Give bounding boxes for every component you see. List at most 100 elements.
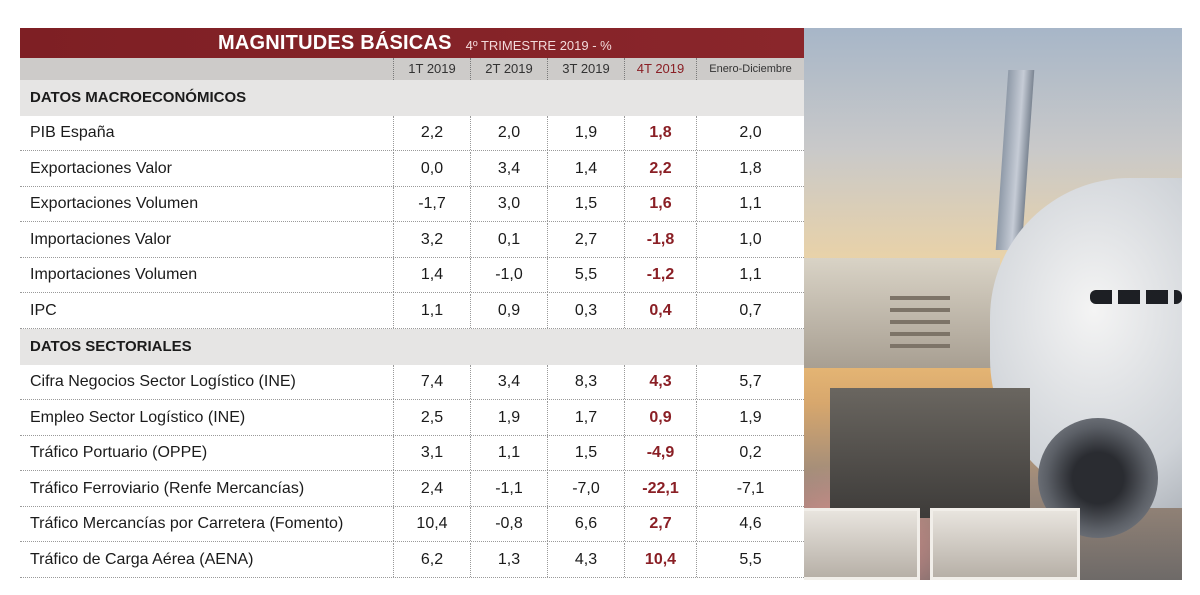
cell-value: 3,4: [470, 365, 547, 399]
table-row: Empleo Sector Logístico (INE) 2,5 1,9 1,7 0,…: [20, 400, 804, 436]
section-title: DATOS MACROECONÓMICOS: [30, 89, 247, 106]
cell-value: 2,7: [624, 507, 696, 541]
table-row: Importaciones Valor 3,2 0,1 2,7 -1,8 1,0: [20, 222, 804, 258]
cell-value: 2,0: [696, 116, 804, 150]
cell-value: 7,4: [393, 365, 470, 399]
row-label: Tráfico de Carga Aérea (AENA): [30, 550, 254, 568]
cell-value: 1,4: [393, 258, 470, 292]
loading-bridge: [790, 258, 1000, 368]
cell-value: 6,6: [547, 507, 624, 541]
table-row: Tráfico Mercancías por Carretera (Foment…: [20, 507, 804, 542]
cell-value: 2,2: [393, 116, 470, 150]
cell-value: 3,4: [470, 151, 547, 186]
cockpit-windows: [1090, 290, 1182, 304]
row-label: Empleo Sector Logístico (INE): [30, 408, 246, 426]
cell-value: -22,1: [624, 471, 696, 506]
cell-value: 1,1: [393, 293, 470, 328]
table-subtitle: 4º TRIMESTRE 2019 - %: [465, 37, 612, 53]
cell-value: 2,2: [624, 151, 696, 186]
table-row: PIB España 2,2 2,0 1,9 1,8 2,0: [20, 116, 804, 151]
cell-value: -1,7: [393, 187, 470, 221]
cell-value: -7,1: [696, 471, 804, 506]
cell-value: 0,7: [696, 293, 804, 328]
cell-value: 4,6: [696, 507, 804, 541]
section-title: DATOS SECTORIALES: [30, 338, 192, 355]
cell-value: 1,0: [696, 222, 804, 257]
cell-value: 1,5: [547, 436, 624, 470]
row-label: Tráfico Ferroviario (Renfe Mercancías): [30, 479, 305, 497]
row-label: Exportaciones Valor: [30, 159, 172, 177]
cell-value: -1,8: [624, 222, 696, 257]
magnitudes-table: MAGNITUDES BÁSICAS 4º TRIMESTRE 2019 - %…: [20, 28, 804, 580]
row-label: Importaciones Valor: [30, 230, 172, 248]
cell-value: 1,9: [547, 116, 624, 150]
cell-value: 3,2: [393, 222, 470, 257]
row-label: Tráfico Portuario (OPPE): [30, 444, 208, 461]
cell-value: -0,8: [470, 507, 547, 541]
cell-value: 1,8: [696, 151, 804, 186]
cell-value: 1,9: [696, 400, 804, 435]
column-header-2t: 2T 2019: [470, 58, 547, 80]
cell-value: 0,1: [470, 222, 547, 257]
table-row: Cifra Negocios Sector Logístico (INE) 7,4…: [20, 365, 804, 400]
airplane-cargo-photo: [790, 28, 1182, 580]
cell-value: 0,9: [470, 293, 547, 328]
row-label: Importaciones Volumen: [30, 266, 198, 283]
cell-value: 5,7: [696, 365, 804, 399]
cell-value: -4,9: [624, 436, 696, 470]
column-header-1t: 1T 2019: [393, 58, 470, 80]
cell-value: 3,0: [470, 187, 547, 221]
cell-value: 1,9: [470, 400, 547, 435]
cell-value: 4,3: [547, 542, 624, 577]
table-row: IPC 1,1 0,9 0,3 0,4 0,7: [20, 293, 804, 329]
row-label: Cifra Negocios Sector Logístico (INE): [30, 373, 296, 390]
row-label: Tráfico Mercancías por Carretera (Foment…: [30, 515, 344, 532]
cell-value: 1,7: [547, 400, 624, 435]
cargo-cart: [930, 508, 1080, 580]
cell-value: -1,1: [470, 471, 547, 506]
table-row: Importaciones Volumen 1,4 -1,0 5,5 -1,2 1,1: [20, 258, 804, 293]
row-label: PIB España: [30, 124, 115, 141]
cell-value: 0,2: [696, 436, 804, 470]
cell-value: 2,0: [470, 116, 547, 150]
cell-value: 1,1: [470, 436, 547, 470]
table-title: MAGNITUDES BÁSICAS: [218, 31, 452, 54]
cell-value: 3,1: [393, 436, 470, 470]
table-row: Exportaciones Valor 0,0 3,4 1,4 2,2 1,8: [20, 151, 804, 187]
cell-value: 0,0: [393, 151, 470, 186]
cell-value: 1,3: [470, 542, 547, 577]
cell-value: 1,5: [547, 187, 624, 221]
cell-value: 0,4: [624, 293, 696, 328]
table-row: Tráfico Portuario (OPPE) 3,1 1,1 1,5 -4,9 0,2: [20, 436, 804, 471]
cell-value: 0,9: [624, 400, 696, 435]
cell-value: 1,8: [624, 116, 696, 150]
cell-value: 6,2: [393, 542, 470, 577]
cell-value: 1,1: [696, 258, 804, 292]
cell-value: 2,5: [393, 400, 470, 435]
cell-value: 1,6: [624, 187, 696, 221]
cell-value: 5,5: [547, 258, 624, 292]
cell-value: 8,3: [547, 365, 624, 399]
row-label: IPC: [30, 301, 57, 319]
table-row: Exportaciones Volumen -1,7 3,0 1,5 1,6 1,1: [20, 187, 804, 222]
cargo-loader: [830, 388, 1030, 518]
section-header: DATOS SECTORIALES: [20, 329, 804, 365]
column-header-annual: Enero-Diciembre: [696, 58, 804, 80]
cell-value: 1,1: [696, 187, 804, 221]
table-row: Tráfico Ferroviario (Renfe Mercancías) 2,…: [20, 471, 804, 507]
cell-value: 5,5: [696, 542, 804, 577]
cell-value: -1,2: [624, 258, 696, 292]
cell-value: -7,0: [547, 471, 624, 506]
column-header-row: 1T 2019 2T 2019 3T 2019 4T 2019 Enero-Di…: [20, 58, 804, 80]
cell-value: 1,4: [547, 151, 624, 186]
cell-value: 10,4: [393, 507, 470, 541]
cell-value: 2,4: [393, 471, 470, 506]
row-label: Exportaciones Volumen: [30, 195, 199, 212]
table-title-bar: MAGNITUDES BÁSICAS 4º TRIMESTRE 2019 - %: [20, 28, 804, 58]
cargo-cart: [800, 508, 920, 580]
cell-value: 4,3: [624, 365, 696, 399]
column-header-3t: 3T 2019: [547, 58, 624, 80]
cell-value: 2,7: [547, 222, 624, 257]
cell-value: -1,0: [470, 258, 547, 292]
column-header-4t: 4T 2019: [624, 58, 696, 80]
